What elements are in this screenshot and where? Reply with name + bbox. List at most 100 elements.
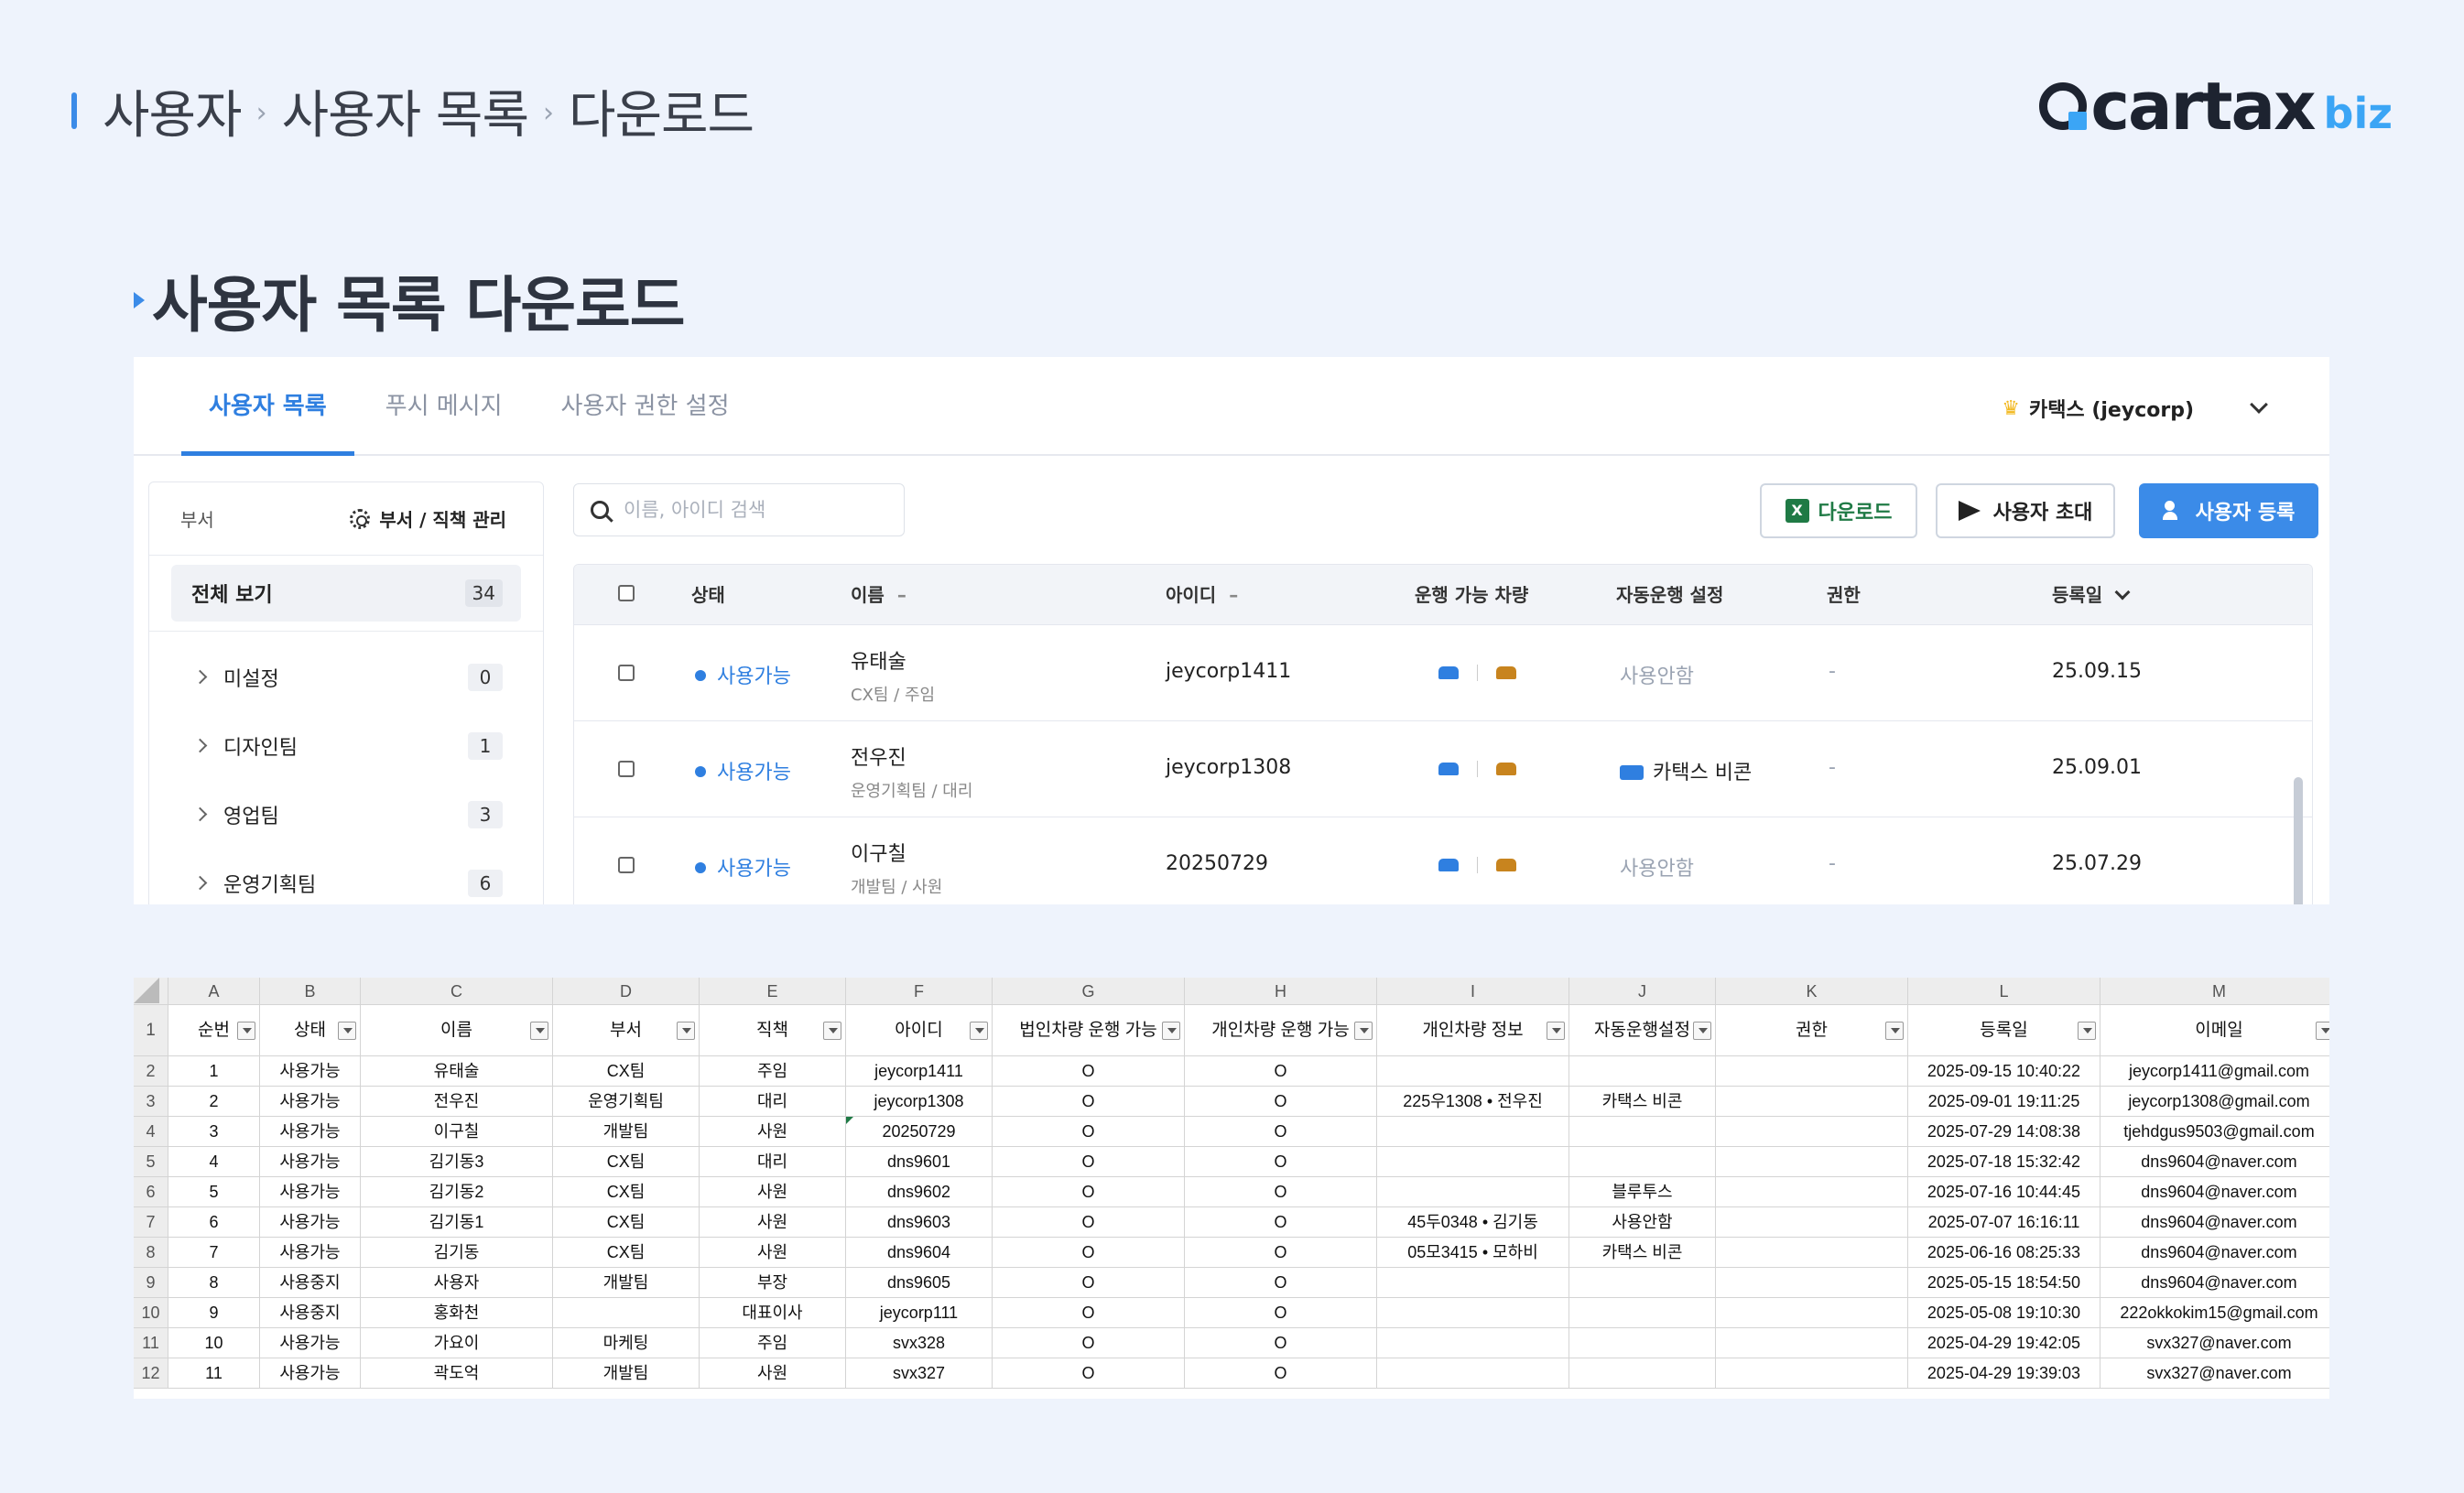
sheet-cell[interactable]: 대리 — [700, 1087, 846, 1117]
sheet-cell[interactable]: 2025-07-18 15:32:42 — [1908, 1147, 2100, 1177]
sheet-header-cell[interactable]: 상태 — [260, 1005, 361, 1056]
sheet-cell[interactable]: 사용중지 — [260, 1298, 361, 1328]
sheet-cell[interactable]: 사용안함 — [1569, 1207, 1716, 1238]
sheet-cell[interactable]: 2025-07-16 10:44:45 — [1908, 1177, 2100, 1207]
sheet-cell[interactable]: svx328 — [846, 1328, 993, 1358]
sheet-cell[interactable]: O — [993, 1298, 1185, 1328]
sheet-cell[interactable] — [1377, 1358, 1569, 1389]
sheet-cell[interactable]: 10 — [168, 1328, 260, 1358]
row-number[interactable]: 1 — [134, 1005, 168, 1056]
sidebar-item-department[interactable]: 운영기획팀 6 — [149, 849, 543, 904]
row-number[interactable]: 6 — [134, 1177, 168, 1207]
sheet-cell[interactable]: 3 — [168, 1117, 260, 1147]
sheet-cell[interactable]: O — [993, 1177, 1185, 1207]
sheet-cell[interactable]: CX팀 — [553, 1056, 700, 1087]
sheet-header-cell[interactable]: 순번 — [168, 1005, 260, 1056]
sheet-cell[interactable]: 사원 — [700, 1207, 846, 1238]
sheet-cell[interactable]: O — [1185, 1087, 1377, 1117]
sheet-cell[interactable]: CX팀 — [553, 1238, 700, 1268]
sheet-header-cell[interactable]: 개인차량 정보 — [1377, 1005, 1569, 1056]
column-header[interactable]: H — [1185, 978, 1377, 1005]
sheet-cell[interactable] — [1569, 1358, 1716, 1389]
filter-dropdown-icon[interactable] — [1162, 1021, 1180, 1040]
sheet-cell[interactable]: 2025-05-08 19:10:30 — [1908, 1298, 2100, 1328]
sheet-cell[interactable]: 사용가능 — [260, 1177, 361, 1207]
sheet-cell[interactable] — [1377, 1177, 1569, 1207]
sheet-header-cell[interactable]: 등록일 — [1908, 1005, 2100, 1056]
row-number[interactable]: 4 — [134, 1117, 168, 1147]
sheet-cell[interactable]: 카택스 비콘 — [1569, 1238, 1716, 1268]
sheet-cell[interactable]: 김기동1 — [361, 1207, 553, 1238]
column-header[interactable]: G — [993, 978, 1185, 1005]
sheet-cell[interactable]: O — [1185, 1147, 1377, 1177]
sheet-cell[interactable] — [1569, 1056, 1716, 1087]
chevron-down-icon[interactable] — [2114, 584, 2131, 600]
sheet-cell[interactable]: 2025-04-29 19:42:05 — [1908, 1328, 2100, 1358]
table-row[interactable]: 사용가능 이구칠 개발팀 / 사원 20250729 사용안함 - 25.07.2… — [574, 817, 2312, 904]
sheet-cell[interactable]: 5 — [168, 1177, 260, 1207]
sheet-cell[interactable]: O — [993, 1207, 1185, 1238]
sidebar-item-department[interactable]: 영업팀 3 — [149, 780, 543, 849]
sheet-cell[interactable]: 2025-05-15 18:54:50 — [1908, 1268, 2100, 1298]
register-user-button[interactable]: 사용자 등록 — [2139, 483, 2318, 538]
sheet-cell[interactable]: 사용가능 — [260, 1238, 361, 1268]
sheet-cell[interactable]: 11 — [168, 1358, 260, 1389]
column-header[interactable]: F — [846, 978, 993, 1005]
select-all-checkbox[interactable] — [618, 585, 635, 601]
column-header[interactable]: D — [553, 978, 700, 1005]
sheet-cell[interactable] — [1569, 1298, 1716, 1328]
sheet-cell[interactable]: 사용가능 — [260, 1358, 361, 1389]
sheet-cell[interactable]: 4 — [168, 1147, 260, 1177]
sheet-cell[interactable]: 1 — [168, 1056, 260, 1087]
sheet-header-cell[interactable]: 이메일 — [2100, 1005, 2329, 1056]
sheet-cell[interactable] — [1716, 1358, 1908, 1389]
table-row[interactable]: 사용가능 유태술 CX팀 / 주임 jeycorp1411 사용안함 - 25.0… — [574, 625, 2312, 721]
filter-dropdown-icon[interactable] — [2078, 1021, 2096, 1040]
sheet-cell[interactable] — [1377, 1117, 1569, 1147]
sheet-cell[interactable]: svx327@naver.com — [2100, 1328, 2329, 1358]
sheet-cell[interactable] — [1377, 1268, 1569, 1298]
sheet-cell[interactable]: jeycorp1411@gmail.com — [2100, 1056, 2329, 1087]
sheet-cell[interactable]: 8 — [168, 1268, 260, 1298]
filter-dropdown-icon[interactable] — [1693, 1021, 1711, 1040]
chevron-right-icon[interactable] — [192, 806, 208, 822]
sheet-cell[interactable]: 7 — [168, 1238, 260, 1268]
filter-dropdown-icon[interactable] — [1885, 1021, 1904, 1040]
sheet-cell[interactable] — [1716, 1268, 1908, 1298]
sheet-cell[interactable]: dns9604@naver.com — [2100, 1147, 2329, 1177]
user-name-cell[interactable]: 전우진 운영기획팀 / 대리 — [851, 741, 972, 802]
sheet-cell[interactable]: 대리 — [700, 1147, 846, 1177]
sheet-cell[interactable]: O — [1185, 1358, 1377, 1389]
scrollbar[interactable] — [2294, 777, 2303, 904]
sheet-cell[interactable] — [1569, 1268, 1716, 1298]
tab-push-message[interactable]: 푸시 메시지 — [385, 393, 503, 420]
sheet-cell[interactable] — [1716, 1147, 1908, 1177]
sheet-header-cell[interactable]: 법인차량 운행 가능 — [993, 1005, 1185, 1056]
sheet-cell[interactable]: O — [1185, 1268, 1377, 1298]
breadcrumb-item-users[interactable]: 사용자 — [103, 85, 243, 146]
sheet-cell[interactable]: svx327@naver.com — [2100, 1358, 2329, 1389]
sheet-cell[interactable]: 2025-09-15 10:40:22 — [1908, 1056, 2100, 1087]
sheet-cell[interactable] — [1377, 1056, 1569, 1087]
sheet-cell[interactable] — [1377, 1298, 1569, 1328]
sheet-cell[interactable]: CX팀 — [553, 1207, 700, 1238]
sheet-cell[interactable]: O — [1185, 1056, 1377, 1087]
sheet-cell[interactable] — [1716, 1298, 1908, 1328]
filter-dropdown-icon[interactable] — [338, 1021, 356, 1040]
sidebar-item-all[interactable]: 전체 보기 34 — [171, 565, 521, 622]
sheet-cell[interactable]: 9 — [168, 1298, 260, 1328]
column-header[interactable]: E — [700, 978, 846, 1005]
sidebar-item-department[interactable]: 디자인팀 1 — [149, 711, 543, 780]
sheet-cell[interactable]: 개발팀 — [553, 1117, 700, 1147]
sheet-cell[interactable]: 유태술 — [361, 1056, 553, 1087]
breadcrumb-item-user-list[interactable]: 사용자 목록 — [281, 85, 529, 146]
sheet-cell[interactable] — [1569, 1147, 1716, 1177]
sheet-cell[interactable]: 사용가능 — [260, 1087, 361, 1117]
chevron-right-icon[interactable] — [192, 875, 208, 891]
sheet-cell[interactable]: CX팀 — [553, 1177, 700, 1207]
sheet-cell[interactable]: 222okkokim15@gmail.com — [2100, 1298, 2329, 1328]
chevron-right-icon[interactable] — [192, 738, 208, 753]
col-date[interactable]: 등록일 — [2052, 565, 2131, 625]
sheet-cell[interactable] — [1716, 1328, 1908, 1358]
sheet-cell[interactable]: dns9604@naver.com — [2100, 1177, 2329, 1207]
